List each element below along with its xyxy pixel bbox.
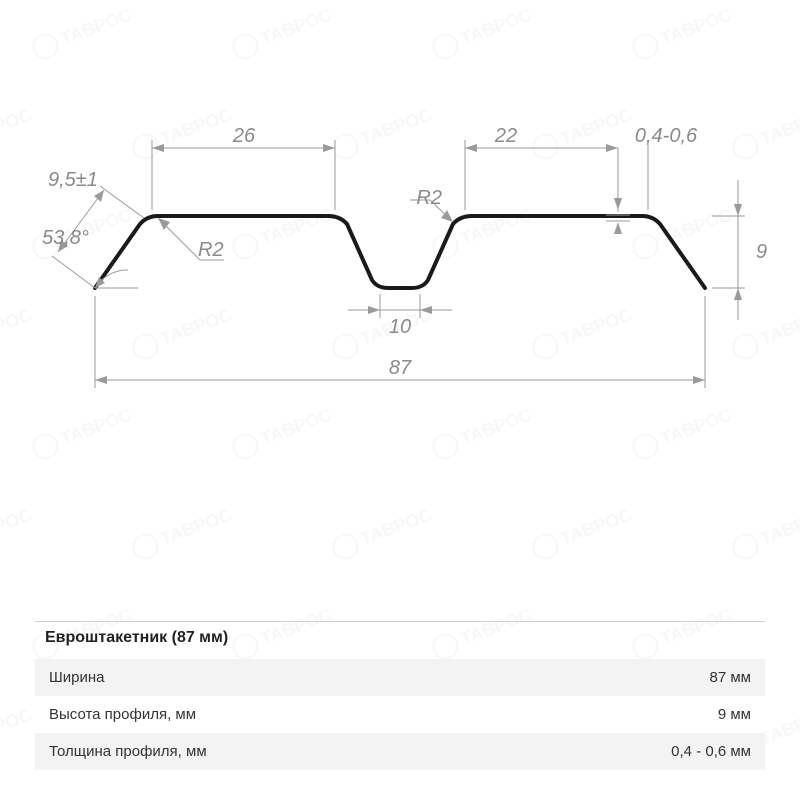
profile-diagram: 87 26 22 0,4-0,6 9 10 9,5±1 53,8°: [0, 0, 800, 560]
spec-table-area: Евроштакетник (87 мм) Ширина 87 мм Высот…: [35, 621, 765, 770]
spec-value: 0,4 - 0,6 мм: [497, 733, 765, 770]
spec-label: Высота профиля, мм: [35, 696, 497, 733]
dim-side-len: 9,5±1: [48, 169, 98, 191]
table-row: Высота профиля, мм 9 мм: [35, 696, 765, 733]
dim-height: 9: [756, 241, 767, 263]
spec-caption: Евроштакетник (87 мм): [35, 621, 765, 659]
spec-value: 87 мм: [497, 659, 765, 696]
dim-angle: 53,8°: [42, 227, 89, 249]
spec-table: Ширина 87 мм Высота профиля, мм 9 мм Тол…: [35, 659, 765, 770]
spec-label: Ширина: [35, 659, 497, 696]
spec-label: Толщина профиля, мм: [35, 733, 497, 770]
dim-valley: 10: [389, 316, 411, 338]
spec-value: 9 мм: [497, 696, 765, 733]
dim-thickness: 0,4-0,6: [635, 125, 698, 147]
table-row: Толщина профиля, мм 0,4 - 0,6 мм: [35, 733, 765, 770]
table-row: Ширина 87 мм: [35, 659, 765, 696]
dim-top-right: 22: [494, 125, 517, 147]
profile-path: [95, 216, 705, 288]
dim-total-width: 87: [389, 357, 412, 379]
dim-radius-left: R2: [198, 239, 224, 261]
dim-top-left: 26: [232, 125, 256, 147]
dim-radius-valley: R2: [416, 187, 442, 209]
